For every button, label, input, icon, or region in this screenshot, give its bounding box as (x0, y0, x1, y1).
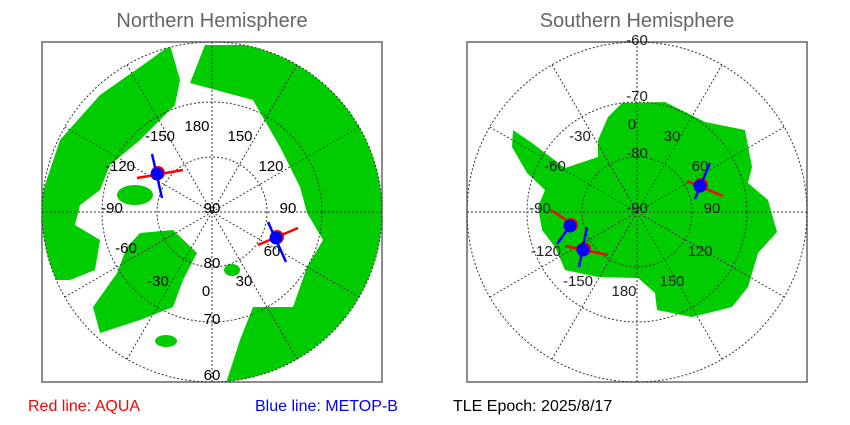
longitude-label: -30 (569, 128, 591, 145)
metop-position (269, 231, 283, 245)
legend-aqua: Red line: AQUA (28, 398, 141, 415)
south-title: Southern Hemisphere (539, 10, 735, 32)
meridian-line (211, 211, 360, 298)
antarctica (512, 102, 777, 317)
north-grid (41, 41, 383, 383)
meridian-line (551, 64, 638, 213)
longitude-label: 60 (692, 158, 709, 175)
legend-metop: Blue line: METOP-B (255, 398, 398, 415)
metop-position (150, 167, 164, 181)
longitude-label: 60 (264, 243, 281, 260)
meridian-line (126, 64, 213, 213)
longitude-label: -30 (147, 273, 169, 290)
meridian-line (636, 211, 785, 298)
longitude-label: 120 (687, 243, 712, 260)
south-grid (466, 41, 808, 383)
meridian-line (126, 211, 213, 360)
latitude-label: -60 (626, 32, 648, 49)
longitude-label: -90 (101, 200, 123, 217)
longitude-label: 90 (704, 200, 721, 217)
longitude-label: -150 (145, 128, 175, 145)
south-land (512, 102, 777, 317)
meridian-line (64, 126, 213, 213)
latitude-label: 70 (204, 311, 221, 328)
longitude-label: 30 (236, 273, 253, 290)
north-title: Northern Hemisphere (116, 10, 308, 32)
longitude-label: -120 (531, 243, 561, 260)
meridian-line (64, 211, 213, 298)
meridian-line (489, 211, 638, 298)
metop-position (576, 243, 590, 257)
longitude-label: 0 (202, 283, 210, 300)
meridian-line (636, 126, 785, 213)
meridian-line (211, 211, 298, 360)
longitude-label: -60 (115, 240, 137, 257)
greenland (93, 230, 197, 333)
north-map: 180 150 120 90 60 30 0 -30 -60 -90 -120 -150 90 80 70 6… (41, 41, 383, 384)
longitude-label: 180 (184, 118, 209, 135)
longitude-label: 150 (227, 128, 252, 145)
longitude-label: -120 (105, 158, 135, 175)
longitude-label: 120 (258, 158, 283, 175)
latitude-label: 60 (204, 367, 221, 384)
meridian-line (211, 64, 298, 213)
meridian-line (636, 64, 723, 213)
legend-epoch: TLE Epoch: 2025/8/17 (453, 398, 613, 415)
latitude-label: -80 (626, 145, 648, 162)
metop-position (693, 179, 707, 193)
latitude-label: 90 (204, 200, 221, 217)
north-america (42, 45, 180, 280)
latitude-label: 80 (204, 255, 221, 272)
latitude-circle (156, 156, 268, 268)
meridian-line (551, 211, 638, 360)
longitude-label: -60 (544, 158, 566, 175)
longitude-label: 150 (659, 273, 684, 290)
latitude-label: -90 (626, 200, 648, 217)
longitude-label: 0 (628, 116, 636, 133)
canada-islands (117, 185, 153, 205)
metop-position (563, 219, 577, 233)
longitude-label: 180 (611, 283, 636, 300)
meridian-line (636, 211, 723, 360)
longitude-label: 30 (664, 128, 681, 145)
latitude-label: -70 (626, 88, 648, 105)
svalbard (224, 264, 240, 276)
latitude-circle (581, 156, 693, 268)
longitude-label: -90 (529, 200, 551, 217)
south-map: 0306090120150180-150-120-90-60-30-90-80-… (466, 32, 808, 383)
longitude-label: 90 (280, 200, 297, 217)
meridian-line (489, 126, 638, 213)
iceland (155, 335, 177, 347)
longitude-label: -150 (563, 273, 593, 290)
meridian-line (211, 126, 360, 213)
